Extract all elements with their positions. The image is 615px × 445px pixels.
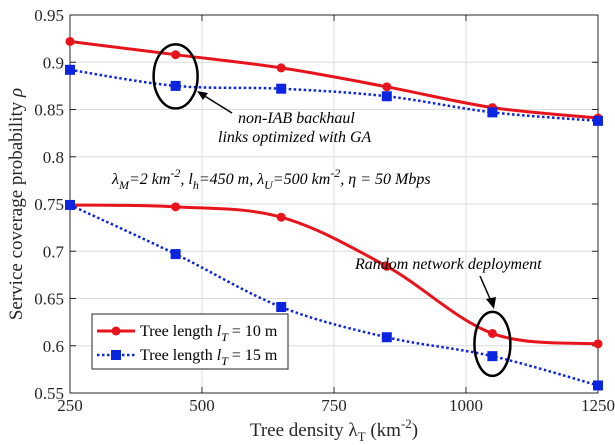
data-point bbox=[381, 91, 392, 102]
annotation-nonIAB-line2: links optimized with GA bbox=[218, 129, 372, 146]
y-tick-label: 0.85 bbox=[34, 101, 64, 120]
data-point bbox=[276, 212, 286, 222]
x-tick-label: 250 bbox=[57, 396, 83, 415]
annotation-nonIAB-line1: non-IAB backhaul bbox=[238, 110, 355, 127]
series-group bbox=[65, 36, 603, 391]
data-point bbox=[65, 36, 75, 46]
data-point bbox=[171, 202, 181, 212]
data-point bbox=[276, 302, 287, 313]
legend-label-0: Tree length lT = 10 m bbox=[140, 323, 278, 344]
annotation-parameters: λM=2 km-2, lh=450 m, λU=500 km-2, η = 50… bbox=[111, 166, 431, 192]
series-line-0 bbox=[69, 39, 599, 120]
legend-label-1: Tree length lT = 15 m bbox=[140, 347, 278, 368]
y-tick-label: 0.75 bbox=[34, 195, 64, 214]
data-point bbox=[171, 50, 181, 60]
y-tick-label: 0.9 bbox=[43, 53, 64, 72]
x-tick-label: 1000 bbox=[449, 396, 483, 415]
data-point bbox=[487, 328, 497, 338]
highlight-ellipse-optimized bbox=[152, 43, 199, 110]
x-tick-label: 500 bbox=[189, 396, 215, 415]
annotations: non-IAB backhaul links optimized with GA λ… bbox=[111, 43, 542, 378]
y-axis-label: Service coverage probability ρ bbox=[6, 88, 27, 320]
data-point bbox=[276, 63, 286, 73]
highlight-ellipse-random bbox=[473, 310, 512, 378]
legend-marker-0 bbox=[111, 326, 121, 336]
series-line-1 bbox=[69, 68, 599, 123]
data-point bbox=[65, 64, 75, 75]
series-line-2 bbox=[69, 203, 599, 346]
y-tick-label: 0.7 bbox=[43, 242, 65, 261]
annotation-arrowhead bbox=[486, 297, 496, 309]
data-point bbox=[65, 199, 75, 210]
data-point bbox=[382, 82, 392, 92]
series-line-3 bbox=[69, 203, 599, 387]
data-point bbox=[487, 351, 498, 362]
y-tick-label: 0.95 bbox=[34, 6, 64, 25]
annotation-arrow bbox=[202, 94, 233, 114]
y-tick-label: 0.8 bbox=[43, 148, 64, 167]
data-point bbox=[276, 83, 287, 94]
x-tick-label: 1250 bbox=[581, 396, 615, 415]
data-point bbox=[487, 107, 498, 118]
y-tick-label: 0.65 bbox=[34, 290, 64, 309]
x-axis-label: Tree density λT (km-2) bbox=[250, 416, 418, 444]
data-point bbox=[382, 261, 392, 271]
tick-labels: 250 500 750 1000 1250 0.55 0.6 0.65 0.7 0.75 0.8 0.… bbox=[34, 6, 615, 415]
y-tick-label: 0.55 bbox=[34, 384, 64, 403]
annotation-random: Random network deployment bbox=[354, 256, 542, 273]
x-tick-label: 750 bbox=[321, 396, 347, 415]
legend-box bbox=[91, 313, 289, 370]
data-point bbox=[170, 249, 181, 260]
data-point bbox=[381, 332, 392, 343]
data-point bbox=[593, 339, 603, 349]
y-tick-label: 0.6 bbox=[43, 337, 64, 356]
annotation-arrow bbox=[479, 275, 492, 302]
axis-labels: Tree density λT (km-2) Service coverage p… bbox=[6, 88, 418, 444]
data-point bbox=[593, 380, 603, 391]
data-point bbox=[593, 115, 603, 126]
legend: Tree length lT = 10 m Tree length lT = 15… bbox=[91, 313, 289, 370]
legend-marker-1 bbox=[111, 350, 121, 360]
data-point bbox=[170, 80, 181, 91]
annotation-arrowhead bbox=[197, 91, 208, 100]
